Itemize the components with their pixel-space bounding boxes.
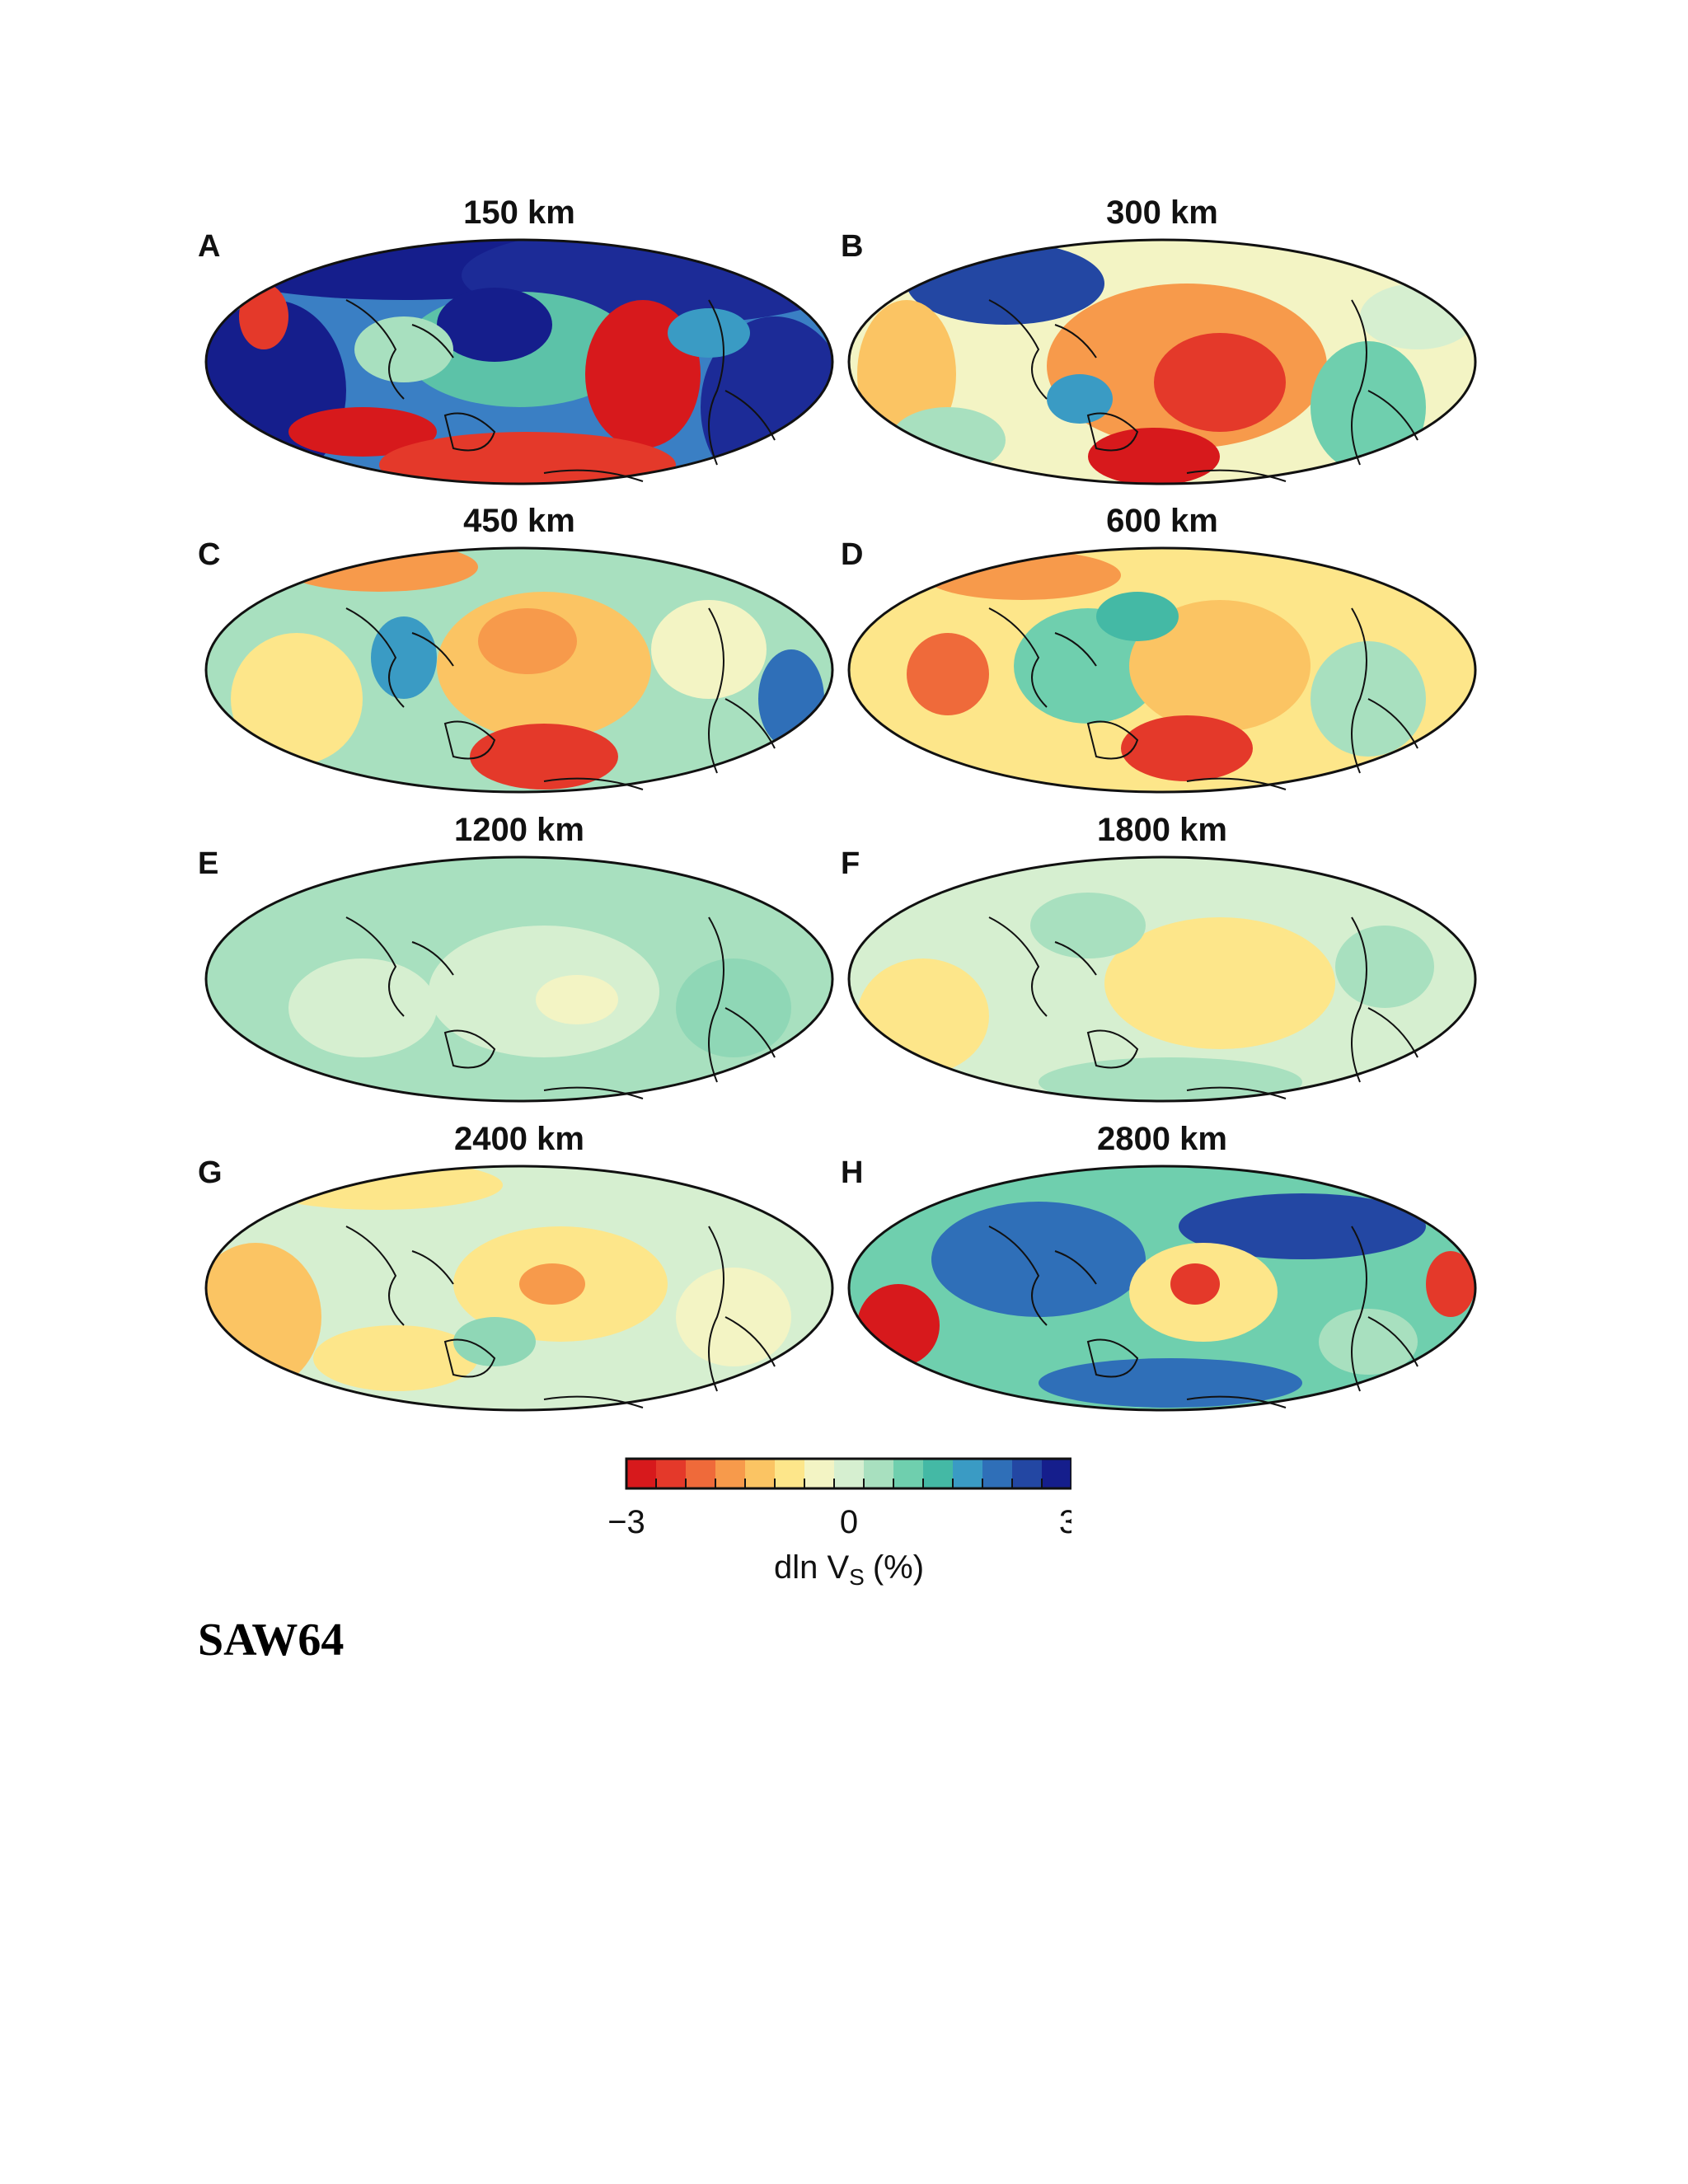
panel-title: 300 km (1106, 194, 1218, 231)
tomography-map-d (847, 546, 1477, 794)
colorbar-swatch (864, 1459, 894, 1488)
panel-title: 150 km (463, 194, 575, 231)
colorbar-frame (625, 1457, 1071, 1490)
tomography-map-e (204, 855, 834, 1103)
panel-e: 1200 km E (198, 812, 841, 1125)
panel-title: 450 km (463, 503, 575, 539)
panel-letter: D (841, 537, 864, 572)
colorbar-label-unit: (%) (873, 1549, 924, 1586)
colorbar-axis-label: dln VS (%) (774, 1549, 924, 1590)
tomography-map-f (847, 855, 1477, 1103)
panel-title: 1800 km (1097, 812, 1227, 848)
colorbar-swatch (1012, 1459, 1043, 1488)
colorbar-swatch (626, 1459, 657, 1488)
tomography-map-h (847, 1165, 1477, 1412)
panel-title: 2400 km (454, 1121, 584, 1157)
tomography-map-c (204, 546, 834, 794)
panel-g: 2400 km G (198, 1121, 841, 1434)
colorbar-swatch (745, 1459, 776, 1488)
panel-letter: E (198, 846, 219, 881)
panel-letter: H (841, 1155, 864, 1190)
colorbar-swatch (923, 1459, 954, 1488)
colorbar-label-subscript: S (849, 1564, 865, 1590)
colorbar-swatch (1042, 1459, 1071, 1488)
panel-letter: F (841, 846, 860, 881)
panel-b: 300 km B (841, 194, 1484, 508)
tomography-map-g (204, 1165, 834, 1412)
colorbar-mid-label: 0 (840, 1504, 858, 1540)
colorbar-swatch (656, 1459, 687, 1488)
colorbar-min-label: −3 (607, 1504, 645, 1540)
colorbar-swatch (715, 1459, 746, 1488)
panel-h: 2800 km H (841, 1121, 1484, 1434)
colorbar-swatches (626, 1459, 1071, 1488)
panel-d: 600 km D (841, 503, 1484, 816)
tomography-map-a (204, 238, 834, 485)
panel-title: 2800 km (1097, 1121, 1227, 1157)
panel-a: 150 km A (198, 194, 841, 508)
panel-letter: G (198, 1155, 223, 1190)
colorbar-swatch (775, 1459, 805, 1488)
colorbar-swatch (686, 1459, 716, 1488)
panel-letter: C (198, 537, 221, 572)
panel-letter: A (198, 229, 221, 264)
colorbar-swatch (804, 1459, 835, 1488)
colorbar: −3 0 3 dln VS (%) (607, 1457, 1071, 1590)
colorbar-swatch (893, 1459, 924, 1488)
panel-f: 1800 km F (841, 812, 1484, 1125)
model-name-caption: SAW64 (198, 1615, 345, 1666)
colorbar-label-main: dln V (774, 1549, 849, 1586)
colorbar-swatch (982, 1459, 1013, 1488)
panel-title: 600 km (1106, 503, 1218, 539)
panel-letter: B (841, 229, 864, 264)
colorbar-swatch (834, 1459, 865, 1488)
colorbar-swatch (953, 1459, 983, 1488)
colorbar-max-label: 3 (1059, 1504, 1071, 1540)
tomography-map-b (847, 238, 1477, 485)
panel-c: 450 km C (198, 503, 841, 816)
panel-title: 1200 km (454, 812, 584, 848)
